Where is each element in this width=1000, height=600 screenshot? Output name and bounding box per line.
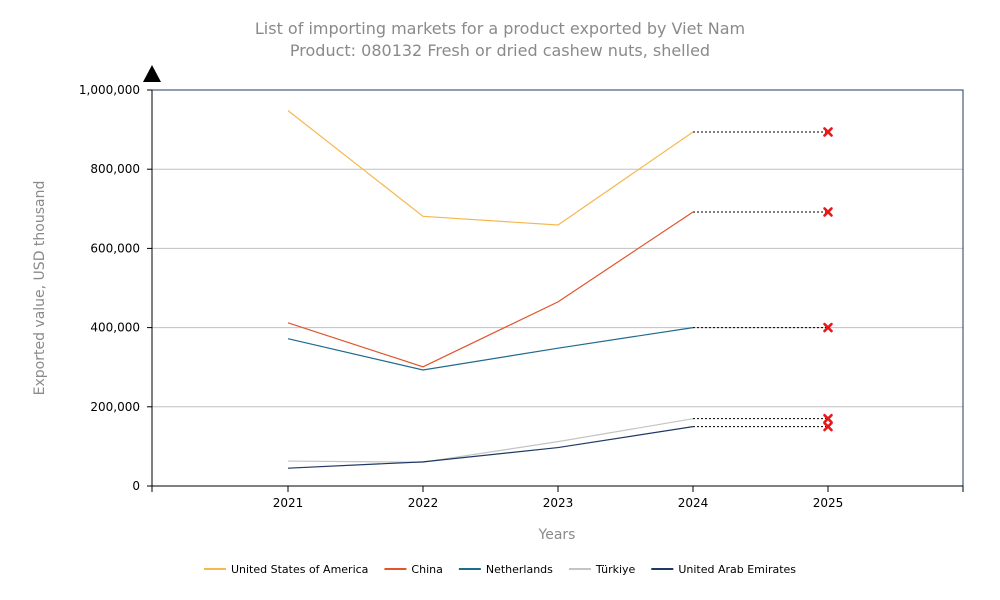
- y-axis-title: Exported value, USD thousand: [32, 181, 48, 396]
- legend-label: Netherlands: [486, 563, 553, 576]
- legend-label: China: [411, 563, 442, 576]
- x-tick-label: 2023: [543, 496, 574, 510]
- legend-item[interactable]: Türkiye: [568, 563, 636, 576]
- legend-label: United States of America: [231, 563, 368, 576]
- series-line: [287, 211, 694, 368]
- series-group: [287, 110, 694, 469]
- x-tick-label: 2021: [273, 496, 304, 510]
- series-line: [287, 418, 694, 463]
- projection-marker-icon: [823, 207, 833, 217]
- legend-label: Türkiye: [595, 563, 636, 576]
- y-tick-label: 400,000: [90, 321, 140, 335]
- y-tick-label: 200,000: [90, 400, 140, 414]
- projection-group: [693, 127, 833, 432]
- x-tick-label: 2025: [813, 496, 844, 510]
- projection-marker-icon: [823, 322, 833, 333]
- legend-item[interactable]: United States of America: [203, 563, 368, 576]
- projection-marker-icon: [823, 413, 833, 424]
- y-tick-label: 0: [132, 479, 140, 493]
- x-tick-label: 2024: [678, 496, 709, 510]
- y-tick-label: 1,000,000: [79, 83, 140, 97]
- series-line: [287, 110, 694, 226]
- y-axis: 0 200,000 400,000 600,000 800,000 1,000,000: [79, 83, 153, 493]
- series-line: [287, 426, 694, 469]
- chart-subtitle: Product: 080132 Fresh or dried cashew nu…: [290, 41, 710, 60]
- legend: United States of America China Netherlands…: [203, 563, 796, 576]
- x-axis: 2021 2022 2023 2024 2025: [152, 485, 964, 510]
- x-axis-title: Years: [538, 527, 576, 543]
- legend-item[interactable]: United Arab Emirates: [651, 563, 796, 576]
- chart-title: List of importing markets for a product …: [255, 19, 745, 38]
- projection-marker-icon: [823, 421, 833, 432]
- legend-label: United Arab Emirates: [678, 563, 796, 576]
- legend-item[interactable]: Netherlands: [458, 563, 553, 576]
- plot-area: [151, 89, 964, 487]
- series-line: [287, 327, 694, 371]
- x-tick-label: 2022: [408, 496, 439, 510]
- y-tick-label: 600,000: [90, 241, 140, 255]
- y-tick-label: 800,000: [90, 162, 140, 176]
- gridlines: [152, 168, 963, 408]
- legend-item[interactable]: China: [384, 563, 443, 576]
- scroll-up-arrow-icon[interactable]: [143, 65, 161, 82]
- projection-marker-icon: [823, 127, 833, 137]
